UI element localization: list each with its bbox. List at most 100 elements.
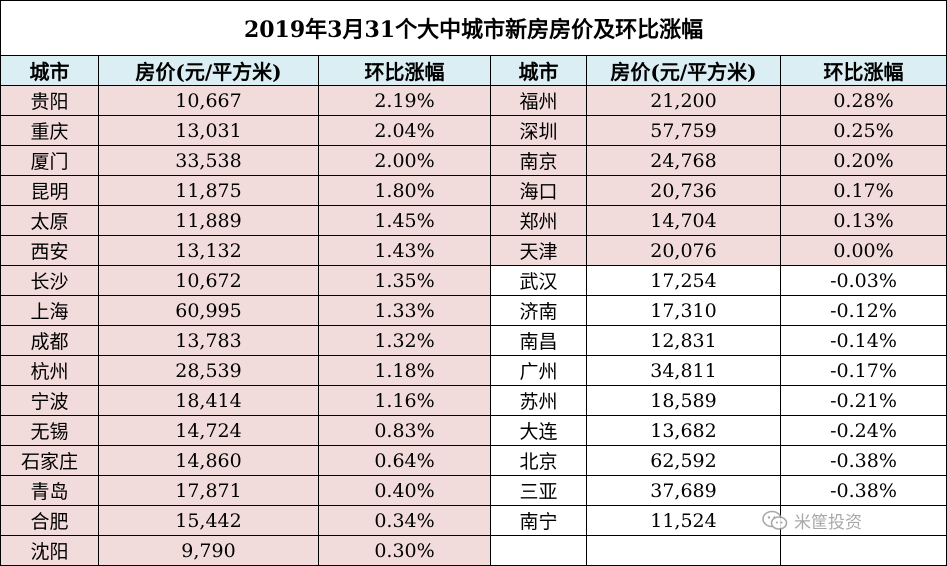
city-cell-right: 海口 (490, 175, 587, 206)
table-row: 昆明 11,875 1.80% 海口 20,736 0.17% (0, 175, 947, 206)
price-cell-right: 12,831 (586, 325, 781, 356)
price-cell-left: 18,414 (98, 385, 319, 416)
price-cell-right: 11,524 (586, 505, 781, 536)
city-cell-right: 南昌 (490, 325, 587, 356)
city-cell-right (490, 535, 587, 566)
price-cell-left: 14,860 (98, 445, 319, 476)
price-cell-left: 14,724 (98, 415, 319, 446)
table-row: 西安 13,132 1.43% 天津 20,076 0.00% (0, 235, 947, 266)
change-cell-right: -0.17% (779, 355, 947, 386)
city-cell-right: 天津 (490, 235, 587, 266)
city-cell-left: 宁波 (0, 385, 99, 416)
change-cell-left: 1.80% (318, 175, 491, 206)
header-city-right: 城市 (490, 55, 587, 86)
price-cell-left: 13,783 (98, 325, 319, 356)
city-cell-right: 深圳 (490, 115, 587, 146)
table-row: 厦门 33,538 2.00% 南京 24,768 0.20% (0, 145, 947, 176)
price-cell-left: 10,667 (98, 85, 319, 116)
price-cell-left: 9,790 (98, 535, 319, 566)
price-cell-right: 17,310 (586, 295, 781, 326)
city-cell-left: 重庆 (0, 115, 99, 146)
change-cell-left: 0.30% (318, 535, 491, 566)
header-city-left: 城市 (0, 55, 99, 86)
city-cell-right: 广州 (490, 355, 587, 386)
city-cell-right: 武汉 (490, 265, 587, 296)
city-cell-right: 郑州 (490, 205, 587, 236)
city-cell-left: 西安 (0, 235, 99, 266)
city-cell-right: 济南 (490, 295, 587, 326)
table-row: 石家庄 14,860 0.64% 北京 62,592 -0.38% (0, 445, 947, 476)
table-row: 长沙 10,672 1.35% 武汉 17,254 -0.03% (0, 265, 947, 296)
city-cell-right: 大连 (490, 415, 587, 446)
price-cell-right: 21,200 (586, 85, 781, 116)
change-cell-right: -0.38% (779, 475, 947, 506)
price-cell-left: 33,538 (98, 145, 319, 176)
table-row: 青岛 17,871 0.40% 三亚 37,689 -0.38% (0, 475, 947, 506)
table-row: 太原 11,889 1.45% 郑州 14,704 0.13% (0, 205, 947, 236)
city-cell-left: 贵阳 (0, 85, 99, 116)
change-cell-left: 0.83% (318, 415, 491, 446)
price-cell-right: 18,589 (586, 385, 781, 416)
city-cell-right: 北京 (490, 445, 587, 476)
price-cell-right: 14,704 (586, 205, 781, 236)
city-cell-left: 青岛 (0, 475, 99, 506)
change-cell-right: -0.12% (779, 295, 947, 326)
header-change-right: 环比涨幅 (779, 55, 947, 86)
city-cell-left: 沈阳 (0, 535, 99, 566)
change-cell-left: 1.43% (318, 235, 491, 266)
city-cell-right: 福州 (490, 85, 587, 116)
price-cell-left: 11,875 (98, 175, 319, 206)
price-cell-left: 60,995 (98, 295, 319, 326)
table-body: 贵阳 10,667 2.19% 福州 21,200 0.28% 重庆 13,031 2.04% 深… (0, 85, 947, 566)
change-cell-right: -0.14% (779, 325, 947, 356)
city-cell-left: 上海 (0, 295, 99, 326)
change-cell-left: 1.33% (318, 295, 491, 326)
price-cell-left: 17,871 (98, 475, 319, 506)
price-cell-left: 15,442 (98, 505, 319, 536)
price-cell-right: 20,736 (586, 175, 781, 206)
change-cell-right: 0.00% (779, 235, 947, 266)
table-row: 重庆 13,031 2.04% 深圳 57,759 0.25% (0, 115, 947, 146)
table-row: 贵阳 10,667 2.19% 福州 21,200 0.28% (0, 85, 947, 116)
table-row: 沈阳 9,790 0.30% (0, 535, 947, 566)
city-cell-right: 苏州 (490, 385, 587, 416)
change-cell-left: 2.00% (318, 145, 491, 176)
change-cell-right: -0.24% (779, 415, 947, 446)
city-cell-left: 杭州 (0, 355, 99, 386)
change-cell-right: 0.20% (779, 145, 947, 176)
city-cell-right: 南宁 (490, 505, 587, 536)
change-cell-right: 0.13% (779, 205, 947, 236)
header-change-left: 环比涨幅 (318, 55, 491, 86)
change-cell-left: 1.35% (318, 265, 491, 296)
change-cell-left: 0.40% (318, 475, 491, 506)
price-cell-left: 11,889 (98, 205, 319, 236)
price-cell-left: 10,672 (98, 265, 319, 296)
table-row: 成都 13,783 1.32% 南昌 12,831 -0.14% (0, 325, 947, 356)
change-cell-right: -0.38% (779, 445, 947, 476)
price-cell-right: 62,592 (586, 445, 781, 476)
price-cell-right: 37,689 (586, 475, 781, 506)
change-cell-left: 2.04% (318, 115, 491, 146)
city-cell-left: 成都 (0, 325, 99, 356)
city-cell-left: 无锡 (0, 415, 99, 446)
change-cell-right: -0.21% (779, 385, 947, 416)
city-cell-left: 昆明 (0, 175, 99, 206)
change-cell-left: 1.16% (318, 385, 491, 416)
header-row: 城市 房价(元/平方米) 环比涨幅 城市 房价(元/平方米) 环比涨幅 (0, 55, 947, 86)
change-cell-right: 0.17% (779, 175, 947, 206)
change-cell-left: 1.18% (318, 355, 491, 386)
price-cell-right: 57,759 (586, 115, 781, 146)
table-row: 宁波 18,414 1.16% 苏州 18,589 -0.21% (0, 385, 947, 416)
price-cell-right: 17,254 (586, 265, 781, 296)
change-cell-right: 0.25% (779, 115, 947, 146)
change-cell-right: 0.28% (779, 85, 947, 116)
change-cell-left: 1.45% (318, 205, 491, 236)
header-price-left: 房价(元/平方米) (98, 55, 319, 86)
change-cell-right (779, 535, 947, 566)
city-cell-left: 石家庄 (0, 445, 99, 476)
city-cell-left: 厦门 (0, 145, 99, 176)
title-row: 2019年3月31个大中城市新房房价及环比涨幅 (0, 0, 947, 56)
table-row: 上海 60,995 1.33% 济南 17,310 -0.12% (0, 295, 947, 326)
price-cell-right: 34,811 (586, 355, 781, 386)
